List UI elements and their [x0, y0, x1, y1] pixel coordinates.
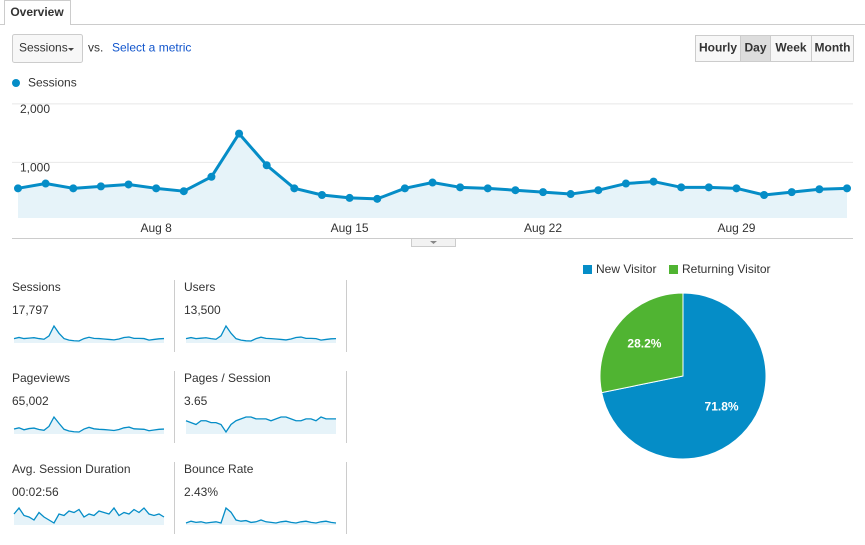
data-point[interactable]: [843, 184, 851, 193]
metric-value: 00:02:56: [12, 485, 59, 499]
data-point[interactable]: [511, 186, 520, 195]
legend-swatch: [669, 265, 678, 274]
tab-label[interactable]: Overview: [10, 5, 64, 19]
data-point[interactable]: [621, 179, 630, 188]
data-point[interactable]: [96, 182, 105, 191]
data-point[interactable]: [373, 194, 382, 203]
line-chart: 1,000 2,000 Aug 8 Aug 15 Aug 22 Aug 29: [12, 102, 853, 235]
data-point[interactable]: [760, 190, 769, 199]
legend-marker: [12, 79, 20, 87]
data-point[interactable]: [787, 188, 796, 197]
period-button-label[interactable]: Day: [744, 41, 766, 55]
period-button[interactable]: [770, 35, 812, 62]
metric-label: Avg. Session Duration: [12, 462, 131, 476]
y-tick-label: 2,000: [20, 102, 50, 116]
sparkline-area: [14, 508, 164, 525]
data-point[interactable]: [400, 184, 409, 193]
data-point[interactable]: [704, 183, 713, 192]
data-point[interactable]: [428, 178, 437, 187]
sparkline-area: [186, 326, 336, 343]
data-point[interactable]: [317, 190, 326, 199]
legend-label: New Visitor: [596, 262, 656, 276]
sparkline: [13, 506, 165, 524]
collapse-arrow: [430, 241, 437, 244]
sparkline: [13, 415, 165, 433]
period-button[interactable]: [811, 35, 854, 62]
x-tick-label: Aug 22: [524, 221, 562, 235]
data-point[interactable]: [41, 179, 50, 188]
metric-dropdown[interactable]: [12, 34, 83, 63]
data-point[interactable]: [566, 190, 575, 199]
pie-slice[interactable]: [601, 292, 767, 460]
metric-value: 3.65: [184, 394, 208, 408]
y-tick-label: 1,000: [20, 161, 50, 175]
data-point[interactable]: [290, 184, 299, 193]
period-buttons: Hourly Day Week Month: [695, 35, 854, 62]
data-point[interactable]: [649, 177, 658, 186]
sparkline: [185, 506, 337, 524]
metric-label: Sessions: [12, 280, 61, 294]
x-tick-label: Aug 15: [331, 221, 369, 235]
legend-label: Returning Visitor: [682, 262, 771, 276]
metric-value: 13,500: [184, 303, 221, 317]
x-tick-label: Aug 29: [717, 221, 755, 235]
data-point[interactable]: [207, 172, 216, 181]
data-point[interactable]: [483, 184, 492, 193]
sparkline-area: [14, 326, 164, 343]
data-point[interactable]: [732, 184, 741, 193]
metric-label: Users: [184, 280, 215, 294]
data-point[interactable]: [677, 183, 686, 192]
pie-value-label: 28.2%: [627, 337, 661, 351]
sparkline-area: [186, 508, 336, 525]
data-point[interactable]: [345, 193, 354, 202]
legend-swatch: [583, 265, 592, 274]
pie-value-label: 71.8%: [705, 400, 739, 414]
data-point[interactable]: [179, 187, 188, 196]
metric-value: 17,797: [12, 303, 49, 317]
metric-tiles: Sessions 17,797 Users 13,500 Pageviews 65,002…: [12, 280, 347, 534]
period-button-label[interactable]: Hourly: [699, 41, 737, 55]
metric-value: 2.43%: [184, 485, 218, 499]
sparkline: [13, 324, 165, 342]
metric-dropdown-label[interactable]: Sessions: [19, 41, 68, 55]
period-button-label[interactable]: Month: [815, 41, 851, 55]
legend-label: Sessions: [28, 76, 77, 90]
data-point[interactable]: [14, 184, 22, 193]
data-point[interactable]: [124, 180, 133, 189]
area: [18, 133, 847, 218]
metric-label: Bounce Rate: [184, 462, 254, 476]
data-point[interactable]: [152, 184, 161, 193]
data-point[interactable]: [456, 183, 465, 192]
metric-label: Pages / Session: [184, 371, 271, 385]
sparkline: [185, 416, 336, 434]
period-button-label[interactable]: Week: [775, 41, 806, 55]
metric-value: 65,002: [12, 394, 49, 408]
select-metric-link[interactable]: Select a metric: [112, 41, 191, 55]
sparkline: [185, 324, 337, 342]
metric-label: Pageviews: [12, 371, 70, 385]
data-point[interactable]: [69, 184, 78, 193]
data-point[interactable]: [539, 188, 548, 197]
data-point[interactable]: [262, 161, 271, 170]
data-point[interactable]: [594, 186, 603, 195]
sparkline-area: [14, 417, 164, 434]
pie-chart: 71.8% New Visitor 28.2% Returning Visitor: [583, 262, 771, 460]
vs-label: vs.: [88, 41, 103, 55]
pie-slice[interactable]: [599, 292, 684, 394]
dropdown-arrow: [68, 48, 74, 51]
data-point[interactable]: [815, 185, 824, 194]
data-point[interactable]: [235, 129, 244, 138]
x-tick-label: Aug 8: [140, 221, 172, 235]
